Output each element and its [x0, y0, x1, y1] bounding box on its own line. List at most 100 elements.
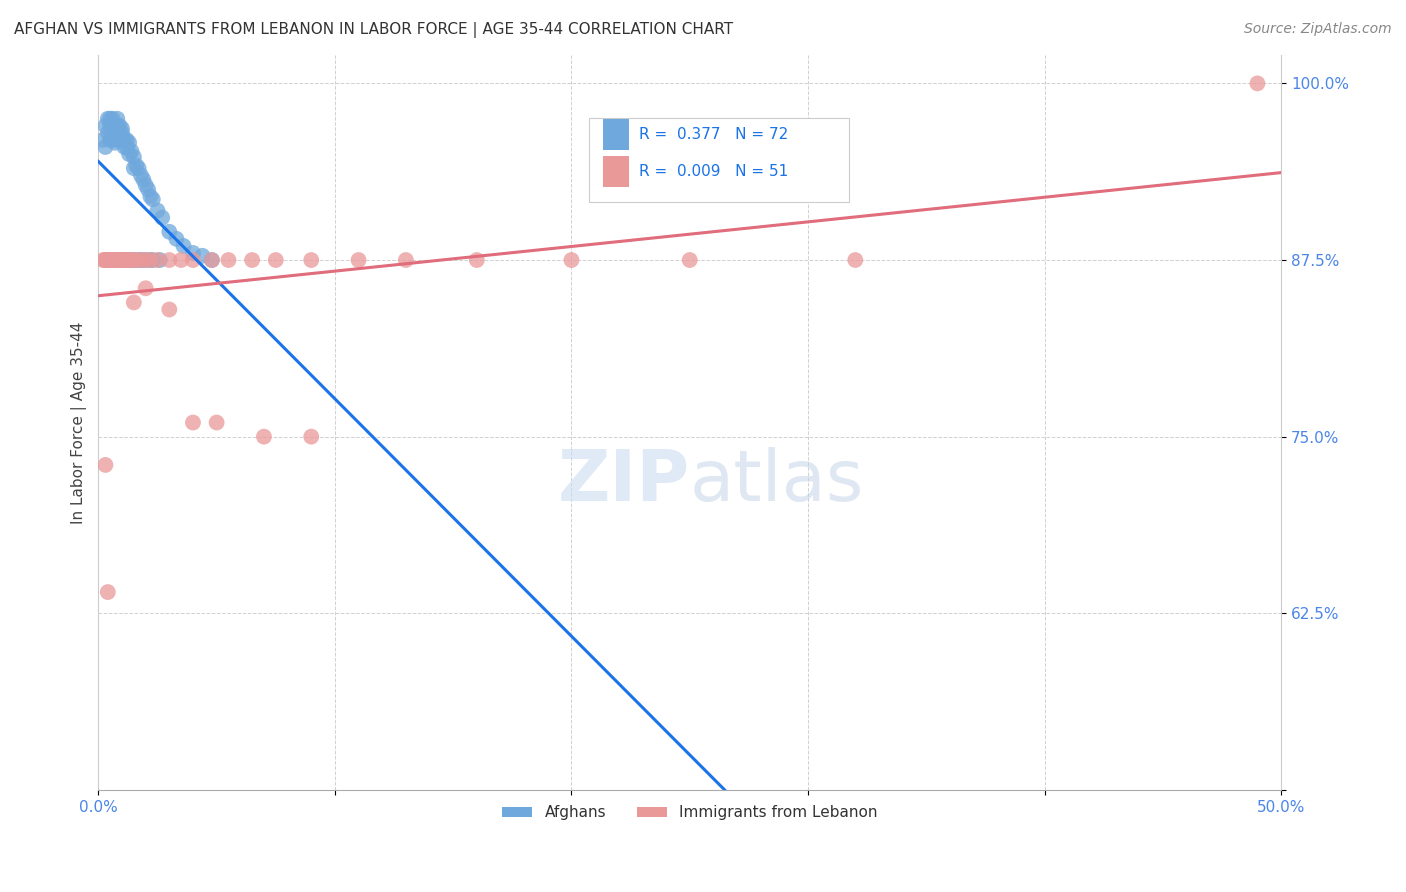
Afghans — [146, 203, 169, 218]
Immigrants from Lebanon — [111, 253, 134, 268]
Immigrants from Lebanon — [122, 253, 145, 268]
Afghans — [122, 150, 145, 164]
Afghans — [111, 253, 134, 268]
Immigrants from Lebanon — [108, 253, 131, 268]
Afghans — [94, 253, 117, 268]
Afghans — [104, 119, 127, 133]
Immigrants from Lebanon — [98, 253, 121, 268]
Immigrants from Lebanon — [217, 253, 239, 268]
Immigrants from Lebanon — [299, 430, 322, 444]
Afghans — [101, 133, 124, 147]
Afghans — [108, 119, 131, 133]
Immigrants from Lebanon — [108, 253, 131, 268]
Afghans — [105, 253, 128, 268]
Immigrants from Lebanon — [157, 302, 180, 317]
Immigrants from Lebanon — [91, 253, 114, 268]
Immigrants from Lebanon — [129, 253, 152, 268]
Immigrants from Lebanon — [121, 253, 143, 268]
Afghans — [135, 178, 157, 193]
Afghans — [101, 112, 124, 126]
Afghans — [111, 253, 134, 268]
Afghans — [112, 133, 135, 147]
Afghans — [173, 239, 195, 253]
Immigrants from Lebanon — [101, 253, 124, 268]
Afghans — [111, 121, 134, 136]
Afghans — [105, 253, 128, 268]
Text: ZIP: ZIP — [557, 447, 690, 516]
Afghans — [122, 253, 145, 268]
Immigrants from Lebanon — [104, 253, 127, 268]
Afghans — [111, 133, 134, 147]
Immigrants from Lebanon — [105, 253, 128, 268]
Afghans — [98, 253, 121, 268]
Immigrants from Lebanon — [240, 253, 263, 268]
Text: AFGHAN VS IMMIGRANTS FROM LEBANON IN LABOR FORCE | AGE 35-44 CORRELATION CHART: AFGHAN VS IMMIGRANTS FROM LEBANON IN LAB… — [14, 22, 733, 38]
Immigrants from Lebanon — [105, 253, 128, 268]
Afghans — [105, 133, 128, 147]
Afghans — [108, 133, 131, 147]
Immigrants from Lebanon — [465, 253, 488, 268]
Immigrants from Lebanon — [111, 253, 134, 268]
Immigrants from Lebanon — [347, 253, 370, 268]
Immigrants from Lebanon — [157, 253, 180, 268]
Afghans — [139, 189, 162, 203]
Afghans — [129, 168, 152, 182]
Y-axis label: In Labor Force | Age 35-44: In Labor Force | Age 35-44 — [72, 321, 87, 524]
Text: R =  0.009   N = 51: R = 0.009 N = 51 — [638, 164, 789, 179]
Immigrants from Lebanon — [146, 253, 169, 268]
Immigrants from Lebanon — [104, 253, 127, 268]
Afghans — [150, 211, 173, 225]
Afghans — [118, 136, 141, 150]
Afghans — [125, 253, 148, 268]
Afghans — [142, 192, 165, 206]
Afghans — [201, 253, 224, 268]
Immigrants from Lebanon — [181, 253, 204, 268]
Afghans — [97, 253, 120, 268]
Immigrants from Lebanon — [679, 253, 702, 268]
Afghans — [101, 253, 124, 268]
Text: R =  0.377   N = 72: R = 0.377 N = 72 — [638, 127, 789, 142]
Afghans — [165, 232, 187, 246]
Immigrants from Lebanon — [181, 416, 204, 430]
Immigrants from Lebanon — [395, 253, 418, 268]
Afghans — [101, 121, 124, 136]
Immigrants from Lebanon — [122, 295, 145, 310]
Immigrants from Lebanon — [112, 253, 135, 268]
Afghans — [98, 119, 121, 133]
Immigrants from Lebanon — [560, 253, 582, 268]
Afghans — [142, 253, 165, 268]
Afghans — [94, 119, 117, 133]
Immigrants from Lebanon — [253, 430, 276, 444]
Afghans — [104, 253, 127, 268]
Afghans — [121, 145, 143, 159]
Afghans — [98, 112, 121, 126]
Afghans — [128, 161, 150, 176]
FancyBboxPatch shape — [589, 118, 849, 202]
FancyBboxPatch shape — [603, 119, 630, 150]
Immigrants from Lebanon — [135, 253, 157, 268]
Immigrants from Lebanon — [201, 253, 224, 268]
Afghans — [98, 133, 121, 147]
Afghans — [129, 253, 152, 268]
Afghans — [135, 253, 157, 268]
Afghans — [115, 253, 138, 268]
Afghans — [108, 126, 131, 140]
Afghans — [94, 140, 117, 154]
Text: atlas: atlas — [690, 447, 865, 516]
Afghans — [139, 253, 162, 268]
Immigrants from Lebanon — [94, 253, 117, 268]
Afghans — [97, 112, 120, 126]
Afghans — [191, 249, 214, 263]
Immigrants from Lebanon — [264, 253, 287, 268]
Afghans — [132, 172, 155, 186]
Immigrants from Lebanon — [97, 253, 120, 268]
Afghans — [115, 253, 138, 268]
Afghans — [112, 253, 135, 268]
Afghans — [122, 161, 145, 176]
Afghans — [115, 133, 138, 147]
Afghans — [112, 140, 135, 154]
Afghans — [157, 225, 180, 239]
FancyBboxPatch shape — [603, 156, 630, 187]
Immigrants from Lebanon — [94, 458, 117, 472]
Afghans — [104, 126, 127, 140]
